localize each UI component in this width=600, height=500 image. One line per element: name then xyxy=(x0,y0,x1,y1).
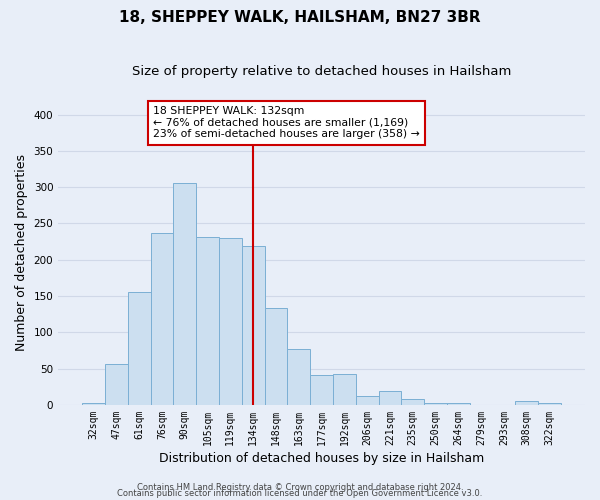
Bar xyxy=(173,184,196,405)
Text: Contains HM Land Registry data © Crown copyright and database right 2024.: Contains HM Land Registry data © Crown c… xyxy=(137,484,463,492)
Title: Size of property relative to detached houses in Hailsham: Size of property relative to detached ho… xyxy=(132,65,511,78)
Bar xyxy=(447,404,470,405)
Text: 18 SHEPPEY WALK: 132sqm
← 76% of detached houses are smaller (1,169)
23% of semi: 18 SHEPPEY WALK: 132sqm ← 76% of detache… xyxy=(153,106,420,140)
Text: Contains public sector information licensed under the Open Government Licence v3: Contains public sector information licen… xyxy=(118,490,482,498)
Bar xyxy=(401,399,424,405)
X-axis label: Distribution of detached houses by size in Hailsham: Distribution of detached houses by size … xyxy=(159,452,484,465)
Bar xyxy=(287,349,310,405)
Bar xyxy=(151,233,173,405)
Bar xyxy=(424,404,447,405)
Bar xyxy=(379,391,401,405)
Bar xyxy=(356,396,379,405)
Bar xyxy=(538,404,561,405)
Bar xyxy=(515,402,538,405)
Bar xyxy=(333,374,356,405)
Bar xyxy=(219,238,242,405)
Bar xyxy=(265,308,287,405)
Bar xyxy=(242,246,265,405)
Bar xyxy=(82,404,105,405)
Bar xyxy=(310,375,333,405)
Bar xyxy=(128,292,151,405)
Text: 18, SHEPPEY WALK, HAILSHAM, BN27 3BR: 18, SHEPPEY WALK, HAILSHAM, BN27 3BR xyxy=(119,10,481,25)
Bar xyxy=(105,364,128,405)
Bar xyxy=(196,237,219,405)
Y-axis label: Number of detached properties: Number of detached properties xyxy=(15,154,28,351)
